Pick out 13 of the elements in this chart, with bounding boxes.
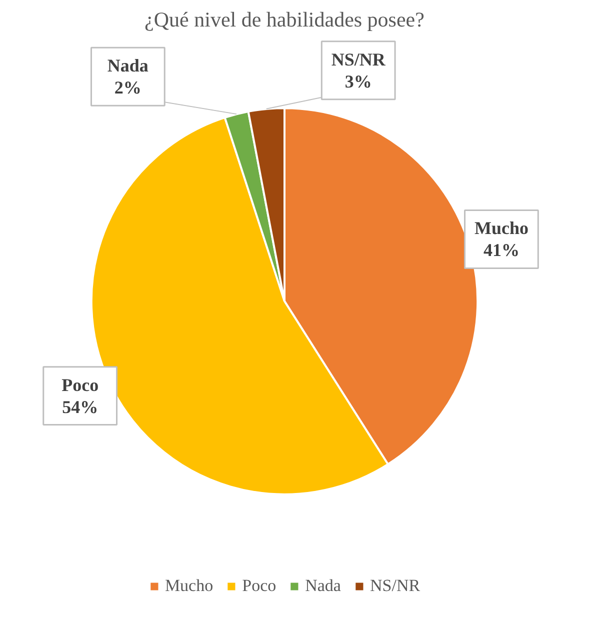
legend-label: Poco <box>242 576 276 596</box>
chart-title: ¿Qué nivel de habilidades posee? <box>144 8 424 32</box>
slice-label: NS/NR <box>331 49 386 70</box>
slice-label: Poco <box>62 374 99 395</box>
data-label: 3% <box>344 71 372 92</box>
slice-label: Mucho <box>474 218 528 238</box>
legend-label: Mucho <box>164 576 214 596</box>
data-label: 2% <box>114 78 142 98</box>
legend-label: NS/NR <box>370 576 420 596</box>
legend-label: Nada <box>305 576 341 596</box>
slice-label: Nada <box>107 56 148 76</box>
data-label: 41% <box>483 240 520 260</box>
data-label: 54% <box>62 396 98 417</box>
